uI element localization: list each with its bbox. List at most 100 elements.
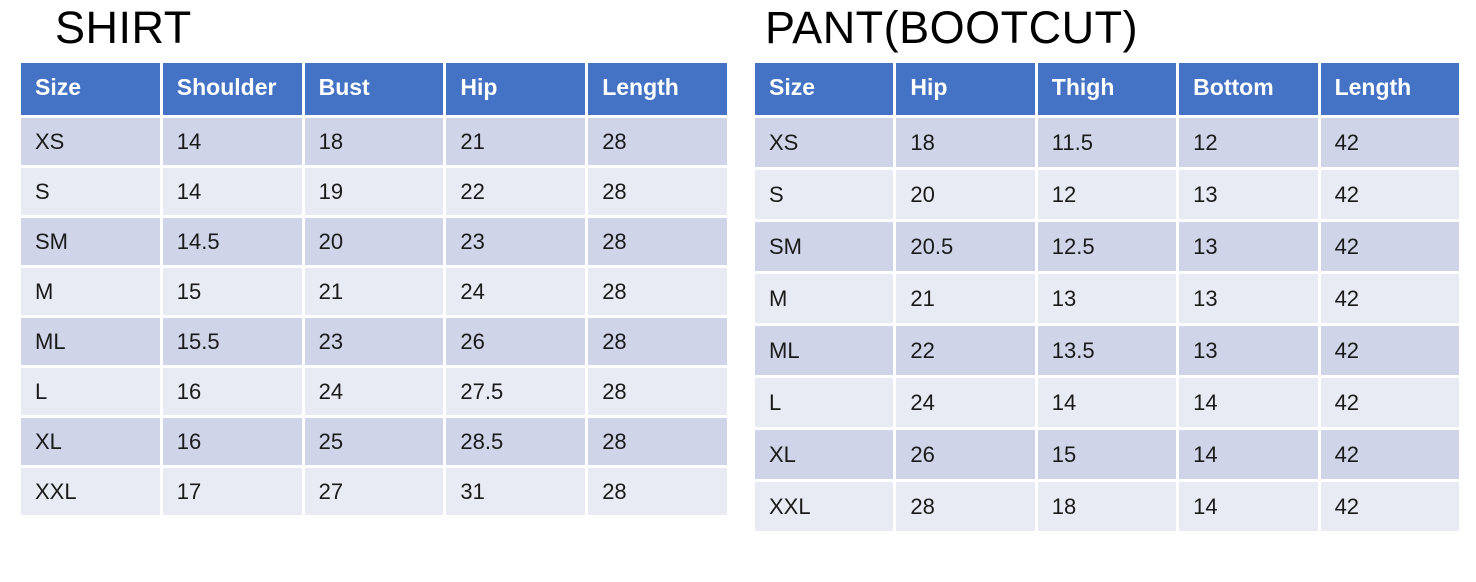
measurement-cell: 12 <box>1176 115 1321 170</box>
column-header: Bottom <box>1176 60 1321 118</box>
size-cell: S <box>18 165 163 218</box>
header-row: Size Hip Thigh Bottom Length <box>751 60 1463 118</box>
table-row: L 16 24 27.5 28 <box>18 365 730 418</box>
shirt-size-chart-section: SHIRT Size Shoulder Bust Hip Length XS 14 18 21… <box>18 0 730 518</box>
measurement-cell: 15.5 <box>159 315 305 368</box>
measurement-cell: 14 <box>1176 479 1321 534</box>
measurement-cell: 14.5 <box>159 215 305 268</box>
measurement-cell: 28.5 <box>443 415 589 468</box>
measurement-cell: 28 <box>585 465 730 518</box>
column-header: Thigh <box>1034 60 1180 118</box>
measurement-cell: 18 <box>301 115 447 168</box>
table-row: SM 14.5 20 23 28 <box>18 215 730 268</box>
table-row: XS 18 11.5 12 42 <box>751 115 1463 170</box>
measurement-cell: 28 <box>585 415 730 468</box>
measurement-cell: 25 <box>301 415 447 468</box>
table-row: ML 22 13.5 13 42 <box>751 323 1463 378</box>
measurement-cell: 42 <box>1317 375 1463 430</box>
measurement-cell: 13 <box>1176 219 1321 274</box>
size-cell: XL <box>751 427 897 482</box>
pant-table-header: Size Hip Thigh Bottom Length <box>751 60 1463 118</box>
shirt-table-header: Size Shoulder Bust Hip Length <box>18 60 730 118</box>
size-cell: L <box>18 365 163 418</box>
size-cell: XXL <box>751 479 897 534</box>
measurement-cell: 20 <box>301 215 447 268</box>
measurement-cell: 28 <box>585 315 730 368</box>
pant-size-chart-section: PANT(BOOTCUT) Size Hip Thigh Bottom Length X… <box>751 0 1463 534</box>
shirt-size-table: Size Shoulder Bust Hip Length XS 14 18 21 28 S 14 1… <box>18 60 730 518</box>
column-header: Bust <box>301 60 447 118</box>
pant-size-table: Size Hip Thigh Bottom Length XS 18 11.5 12 42 S 20… <box>751 60 1463 534</box>
column-header: Size <box>751 60 897 118</box>
size-cell: SM <box>18 215 163 268</box>
measurement-cell: 20.5 <box>893 219 1038 274</box>
table-row: ML 15.5 23 26 28 <box>18 315 730 368</box>
measurement-cell: 17 <box>159 465 305 518</box>
column-header: Hip <box>893 60 1038 118</box>
measurement-cell: 28 <box>585 265 730 318</box>
measurement-cell: 13 <box>1176 167 1321 222</box>
measurement-cell: 42 <box>1317 323 1463 378</box>
measurement-cell: 24 <box>893 375 1038 430</box>
measurement-cell: 28 <box>893 479 1038 534</box>
measurement-cell: 42 <box>1317 479 1463 534</box>
measurement-cell: 15 <box>159 265 305 318</box>
size-cell: ML <box>751 323 897 378</box>
column-header: Size <box>18 60 163 118</box>
pant-table-title: PANT(BOOTCUT) <box>765 2 1139 53</box>
measurement-cell: 28 <box>585 165 730 218</box>
table-row: XL 16 25 28.5 28 <box>18 415 730 468</box>
table-row: XXL 17 27 31 28 <box>18 465 730 518</box>
measurement-cell: 26 <box>893 427 1038 482</box>
measurement-cell: 18 <box>1034 479 1180 534</box>
column-header: Length <box>585 60 730 118</box>
size-cell: S <box>751 167 897 222</box>
measurement-cell: 13 <box>1034 271 1180 326</box>
column-header: Shoulder <box>159 60 305 118</box>
header-row: Size Shoulder Bust Hip Length <box>18 60 730 118</box>
table-row: XXL 28 18 14 42 <box>751 479 1463 534</box>
measurement-cell: 14 <box>159 115 305 168</box>
measurement-cell: 22 <box>443 165 589 218</box>
shirt-table-body: XS 14 18 21 28 S 14 19 22 28 SM 14.5 20 23 28 M 15 21 24 28… <box>18 115 730 518</box>
size-cell: SM <box>751 219 897 274</box>
measurement-cell: 15 <box>1034 427 1180 482</box>
measurement-cell: 24 <box>301 365 447 418</box>
column-header: Length <box>1317 60 1463 118</box>
measurement-cell: 11.5 <box>1034 115 1180 170</box>
measurement-cell: 16 <box>159 365 305 418</box>
size-cell: XS <box>751 115 897 170</box>
measurement-cell: 28 <box>585 115 730 168</box>
measurement-cell: 20 <box>893 167 1038 222</box>
size-cell: XS <box>18 115 163 168</box>
table-row: L 24 14 14 42 <box>751 375 1463 430</box>
size-cell: ML <box>18 315 163 368</box>
table-row: XL 26 15 14 42 <box>751 427 1463 482</box>
table-row: S 14 19 22 28 <box>18 165 730 218</box>
measurement-cell: 24 <box>443 265 589 318</box>
table-row: SM 20.5 12.5 13 42 <box>751 219 1463 274</box>
column-header: Hip <box>443 60 589 118</box>
measurement-cell: 21 <box>893 271 1038 326</box>
measurement-cell: 42 <box>1317 271 1463 326</box>
measurement-cell: 31 <box>443 465 589 518</box>
size-cell: L <box>751 375 897 430</box>
size-cell: XXL <box>18 465 163 518</box>
measurement-cell: 42 <box>1317 219 1463 274</box>
measurement-cell: 14 <box>159 165 305 218</box>
shirt-table-title: SHIRT <box>55 2 192 53</box>
table-row: M 15 21 24 28 <box>18 265 730 318</box>
measurement-cell: 12 <box>1034 167 1180 222</box>
measurement-cell: 26 <box>443 315 589 368</box>
size-cell: XL <box>18 415 163 468</box>
table-row: S 20 12 13 42 <box>751 167 1463 222</box>
size-cell: M <box>18 265 163 318</box>
measurement-cell: 13.5 <box>1034 323 1180 378</box>
measurement-cell: 27 <box>301 465 447 518</box>
measurement-cell: 22 <box>893 323 1038 378</box>
measurement-cell: 16 <box>159 415 305 468</box>
measurement-cell: 14 <box>1176 375 1321 430</box>
measurement-cell: 42 <box>1317 167 1463 222</box>
measurement-cell: 21 <box>301 265 447 318</box>
measurement-cell: 21 <box>443 115 589 168</box>
